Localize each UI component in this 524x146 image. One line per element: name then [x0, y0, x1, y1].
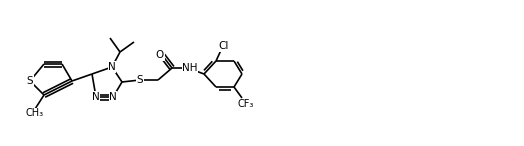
Text: O: O — [156, 50, 164, 60]
Text: S: S — [27, 76, 34, 86]
Text: Cl: Cl — [219, 41, 229, 51]
Text: NH: NH — [182, 63, 198, 73]
Text: CF₃: CF₃ — [238, 99, 254, 109]
Text: N: N — [108, 62, 116, 72]
Text: N: N — [92, 92, 100, 102]
Text: S: S — [137, 75, 143, 85]
Text: CH₃: CH₃ — [26, 108, 44, 118]
Text: N: N — [109, 92, 117, 102]
